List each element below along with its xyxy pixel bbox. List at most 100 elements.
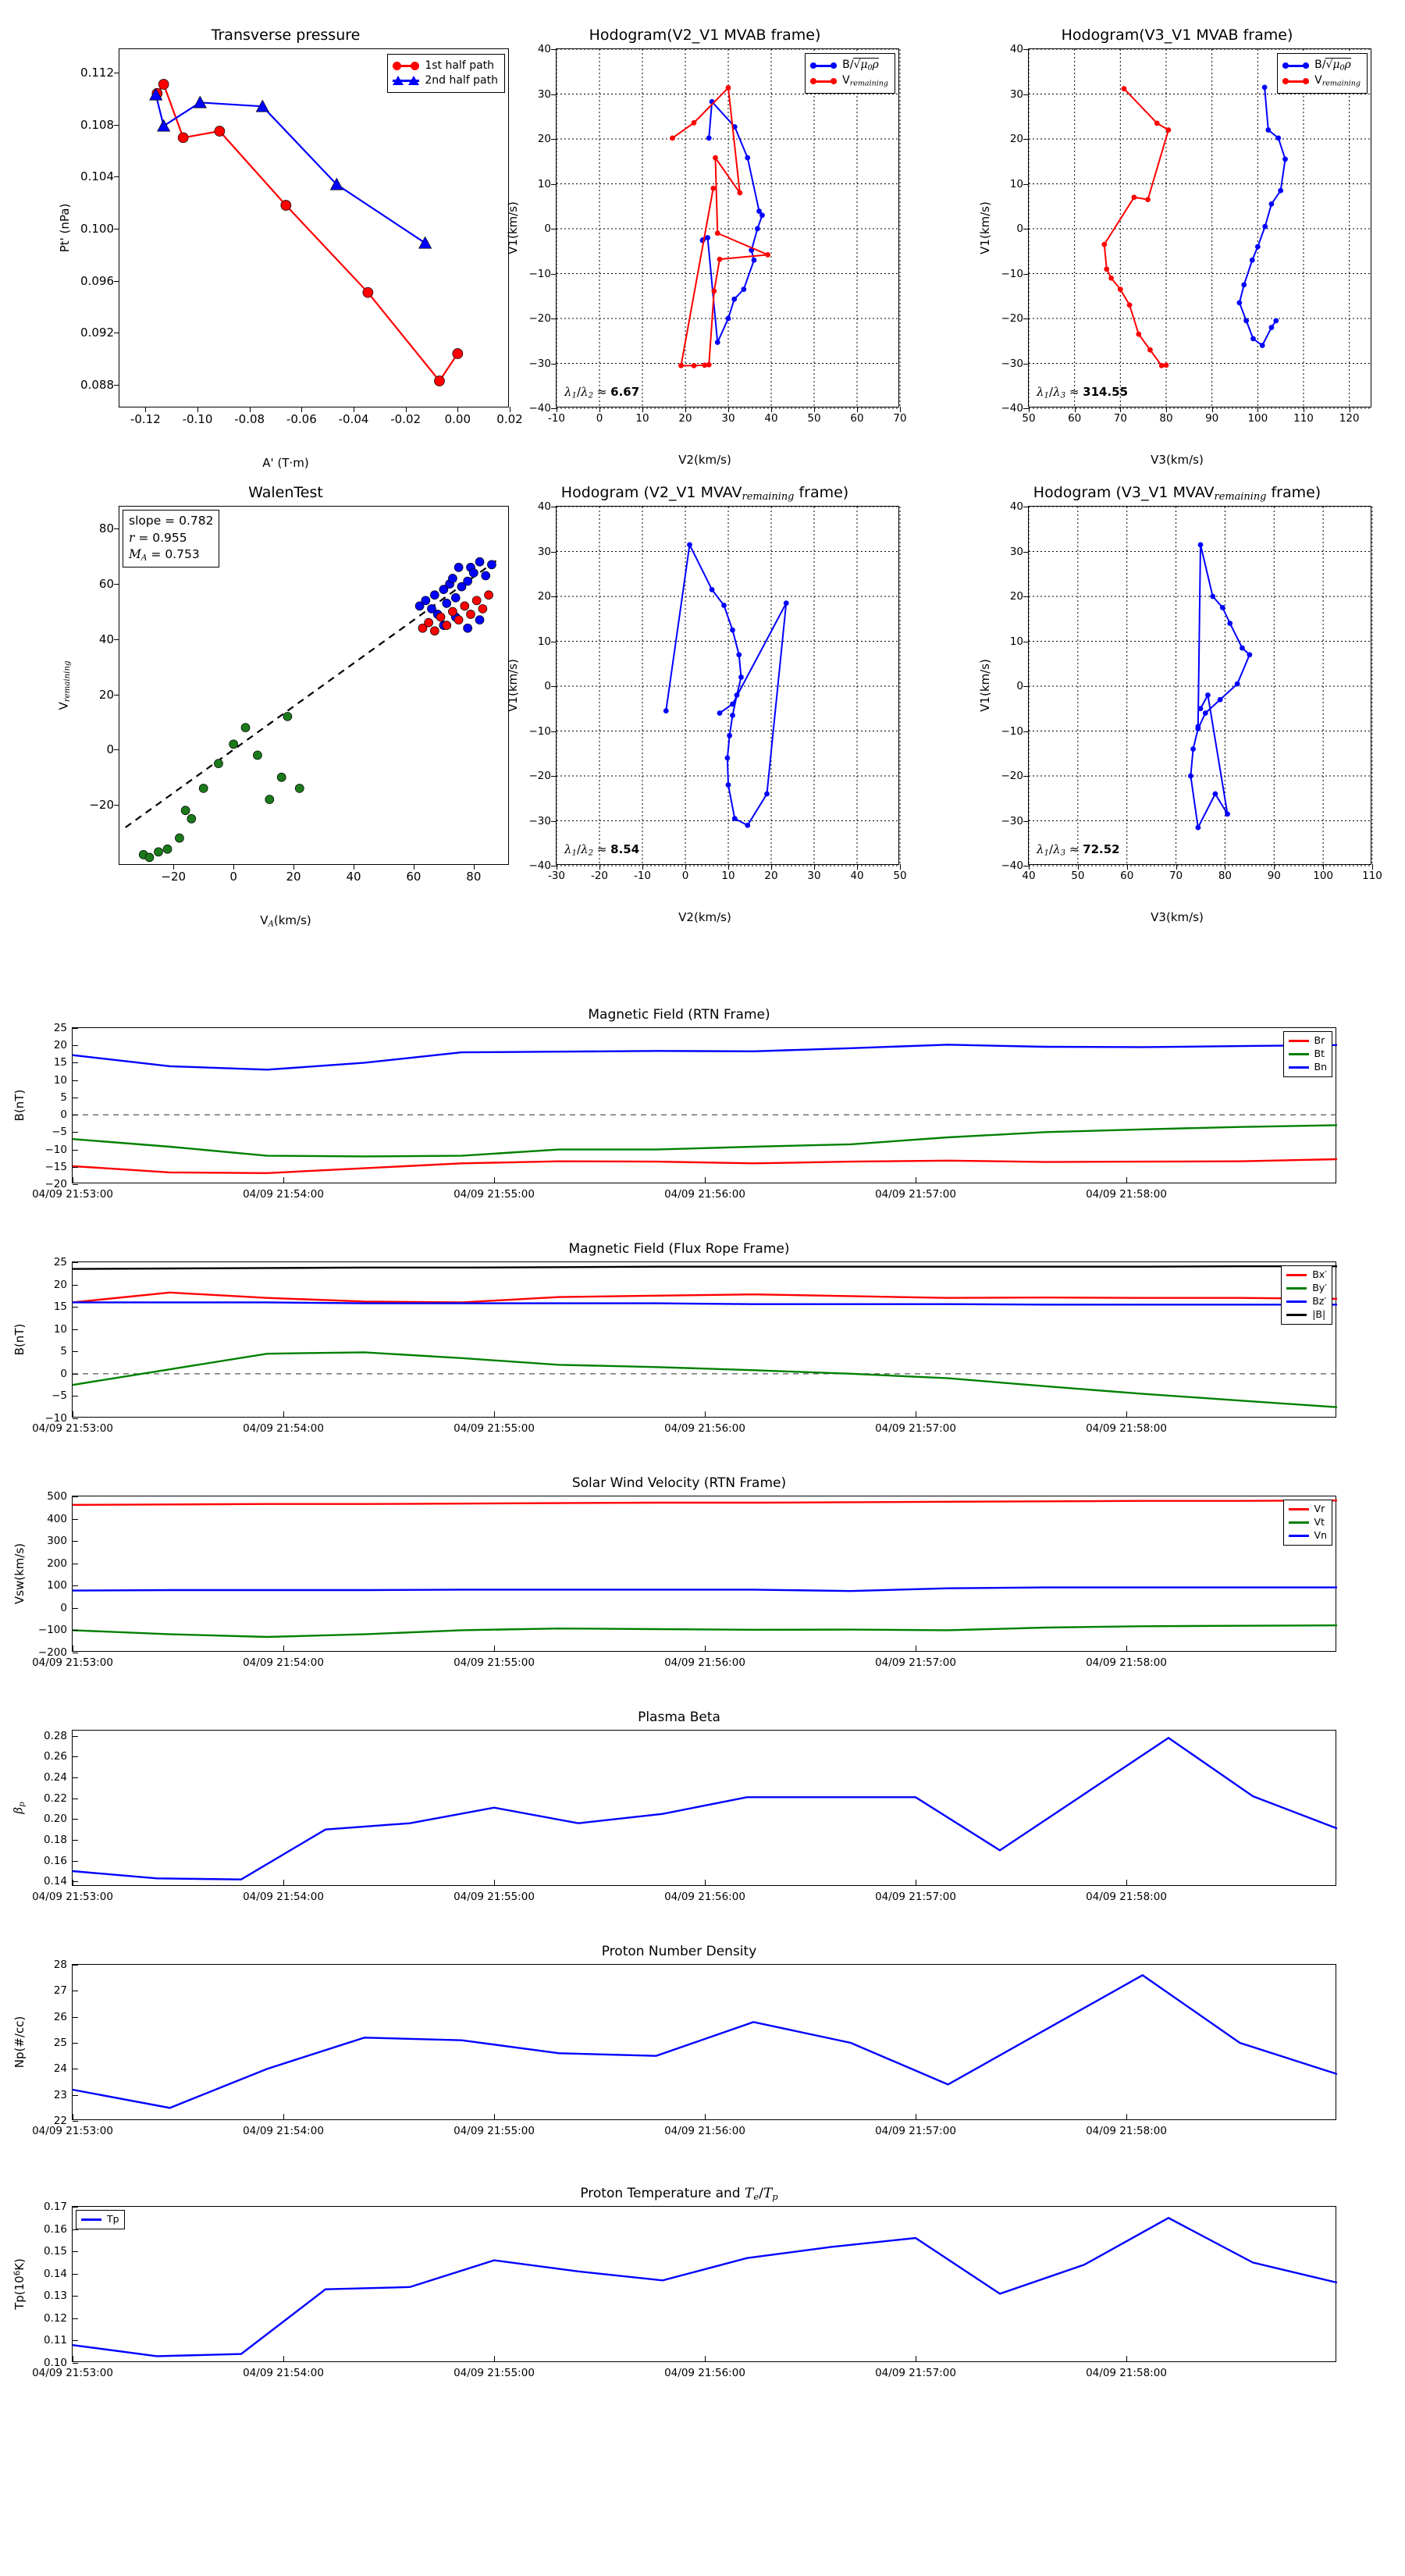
y-tick [114, 749, 119, 751]
legend-swatch [1288, 1050, 1309, 1058]
y-tick-label: 25 [53, 1022, 67, 1034]
x-tick-label: 04/09 21:57:00 [875, 2367, 956, 2379]
x-tick-label: 60 [1068, 412, 1082, 425]
x-tick-label: 04/09 21:57:00 [875, 1656, 956, 1669]
y-tick-label: 0.16 [43, 2222, 67, 2236]
plot-title-vsw: Solar Wind Velocity (RTN Frame) [571, 1475, 787, 1491]
x-tick-label: 04/09 21:54:00 [243, 2367, 324, 2379]
y-tick [1023, 183, 1029, 185]
y-tick-label: 0.12 [43, 2311, 67, 2325]
y-tick-label: −40 [1001, 859, 1024, 872]
x-tick-label: 04/09 21:57:00 [875, 2125, 956, 2137]
x-tick [283, 1646, 284, 1651]
x-tick-label: 50 [1071, 870, 1085, 882]
x-tick-label: 0 [596, 412, 603, 425]
legend-row: Tp [81, 2213, 119, 2226]
x-tick-label: 04/09 21:55:00 [454, 1422, 535, 1435]
y-tick-label: −40 [1001, 402, 1024, 415]
x-tick [283, 1177, 284, 1183]
x-tick [1029, 407, 1030, 412]
axis-label-x: A' (T·m) [262, 456, 309, 470]
y-tick-label: 30 [537, 545, 551, 558]
x-tick-label: 04/09 21:53:00 [32, 1422, 113, 1435]
legend-label: Vremaining [1314, 74, 1361, 88]
y-tick-label: 0.28 [43, 1729, 67, 1742]
y-tick-label: 0.13 [43, 2290, 67, 2303]
x-tick-label: 0 [229, 870, 237, 884]
y-tick [73, 2207, 78, 2208]
y-tick [73, 1262, 78, 1263]
plot-title-b_fr: Magnetic Field (Flux Rope Frame) [568, 1241, 790, 1257]
y-tick-label: 0.100 [80, 222, 114, 236]
y-tick-label: 10 [53, 1073, 67, 1087]
x-tick-label: -0.06 [286, 412, 317, 426]
x-tick [405, 407, 407, 412]
x-tick [1126, 1880, 1127, 1885]
legend-marker [411, 61, 420, 70]
y-tick-label: 40 [98, 632, 114, 646]
y-tick-label: 0.24 [43, 1771, 67, 1784]
y-tick [114, 805, 119, 806]
x-tick [1126, 1411, 1127, 1417]
legend-line [810, 80, 838, 83]
y-tick-label: 15 [53, 1300, 67, 1314]
y-tick [1023, 551, 1029, 553]
x-tick-label: 04/09 21:54:00 [243, 1891, 324, 1903]
y-tick-label: −20 [1001, 770, 1024, 782]
walen-slope: slope = 0.782 [129, 514, 214, 528]
y-tick [73, 1819, 78, 1820]
x-tick [145, 407, 147, 412]
y-tick-label: −30 [528, 357, 552, 370]
x-tick [599, 864, 600, 870]
y-tick-label: 0.104 [80, 169, 114, 184]
x-tick [705, 1177, 706, 1183]
legend-swatch [810, 61, 838, 70]
x-tick-label: 04/09 21:56:00 [664, 1656, 745, 1669]
y-tick-label: −20 [44, 1178, 68, 1190]
x-tick [685, 407, 686, 412]
y-tick [73, 2229, 78, 2230]
axis-label-y: Np(#/cc) [12, 2016, 27, 2069]
legend-line [1288, 1039, 1309, 1042]
panel-hodo_v3v1_mvav: Hodogram (V3_V1 MVAVremaining frame) −40−… [972, 484, 1382, 924]
x-tick-label: 80 [466, 870, 482, 884]
axes-np: 22 23 24 25 26 27 28 04/09 21:53:00 04/09 21:54:… [32, 1959, 1338, 2137]
x-tick [705, 1880, 706, 1885]
y-tick-label: 25 [53, 2037, 67, 2049]
y-tick-label: 27 [53, 1984, 67, 1998]
x-tick [1077, 864, 1079, 870]
x-tick [283, 2356, 284, 2361]
x-tick-label: 04/09 21:58:00 [1086, 1188, 1167, 1201]
x-tick [685, 864, 686, 870]
y-tick-label: 20 [1009, 133, 1023, 145]
y-tick-label: 0.092 [80, 326, 114, 340]
y-tick-label: 0.17 [43, 2201, 67, 2213]
y-tick-label: 20 [537, 590, 551, 603]
x-tick-label: 04/09 21:56:00 [664, 2125, 745, 2137]
x-tick [1211, 407, 1213, 412]
y-tick [1023, 273, 1029, 275]
x-tick-label: 04/09 21:55:00 [454, 1656, 535, 1669]
panel-vsw: Solar Wind Velocity (RTN Frame) −200 −100 0… [9, 1475, 1349, 1686]
plot-title-b_rtn: Magnetic Field (RTN Frame) [588, 1007, 770, 1023]
x-tick-label: 20 [678, 412, 692, 425]
y-tick-label: −20 [528, 312, 552, 325]
y-tick [73, 1965, 78, 1966]
x-tick [642, 407, 643, 412]
legend-row: |B| [1286, 1308, 1327, 1322]
x-tick-label: 04/09 21:56:00 [664, 2367, 745, 2379]
x-tick-label: 04/09 21:58:00 [1086, 1656, 1167, 1669]
axes-tp: 0.10 0.11 0.12 0.13 0.14 0.15 0.16 0.17 04/09 21… [32, 2201, 1338, 2379]
x-tick-label: 04/09 21:53:00 [32, 1656, 113, 1669]
y-tick-label: 10 [537, 177, 551, 190]
x-tick [642, 864, 643, 870]
legend-row: By′ [1286, 1282, 1327, 1295]
y-tick-label: 500 [47, 1490, 67, 1503]
y-tick [1023, 94, 1029, 95]
x-tick [1029, 864, 1030, 870]
panel-hodo_v2v1_mvab: Hodogram(V2_V1 MVAB frame) −40 −30 −20 −10 0 1… [500, 27, 910, 467]
y-tick-label: 10 [1009, 635, 1023, 648]
x-tick-label: 04/09 21:53:00 [32, 1891, 113, 1903]
y-tick-label: −5 [52, 1126, 67, 1139]
y-tick [73, 2318, 78, 2319]
